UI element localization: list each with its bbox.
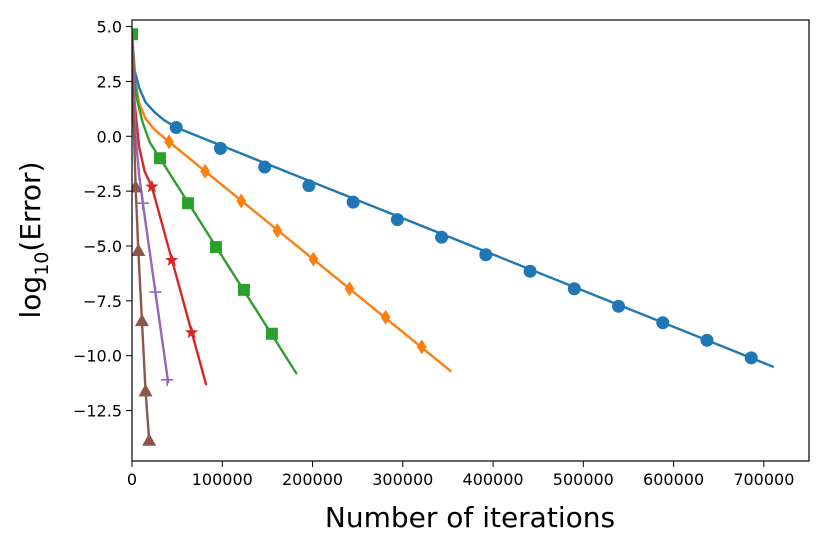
x-tick-label: 200000: [282, 470, 343, 489]
series-6: [132, 31, 157, 446]
series-2-marker: [164, 134, 174, 150]
series-1-marker: [744, 351, 758, 365]
series-3-marker: [237, 283, 250, 296]
y-axis-label-subscript: 10: [31, 252, 53, 276]
series-1-marker: [302, 179, 316, 193]
series-3-marker: [132, 28, 138, 41]
y-axis-label: log10(Error): [14, 162, 53, 319]
series-1-marker: [390, 213, 404, 227]
x-tick-label: 600000: [643, 470, 704, 489]
series-5-marker: [161, 373, 174, 386]
x-tick-label: 100000: [192, 470, 253, 489]
x-tick-label: 500000: [553, 470, 614, 489]
series-1-marker: [169, 121, 183, 135]
plot-frame: [131, 19, 810, 462]
series-1-marker: [346, 195, 360, 209]
series-1-marker: [258, 160, 272, 174]
series-2-marker: [272, 223, 283, 239]
y-tick-label: −7.5: [83, 292, 122, 311]
x-tick-label: 400000: [463, 470, 524, 489]
series-4-marker: [165, 253, 179, 266]
series-5-marker: [136, 197, 149, 210]
series-2-marker: [200, 163, 210, 179]
y-tick-label: 5.0: [97, 18, 122, 37]
plot-background: [132, 20, 809, 461]
y-tick-label: 0.0: [97, 127, 122, 146]
y-tick-label: −5.0: [83, 237, 122, 256]
series-1-marker: [656, 316, 670, 330]
series-1-marker: [567, 282, 581, 296]
y-tick-label: −2.5: [83, 182, 122, 201]
series-3-marker: [209, 241, 222, 254]
x-tick-label: 300000: [372, 470, 433, 489]
series-2-marker: [236, 193, 247, 209]
series-3-marker: [181, 197, 194, 210]
series-2-marker: [416, 339, 427, 355]
series-3-marker: [153, 152, 166, 165]
series-layer: [132, 28, 775, 446]
y-axis-label-tail: (Error): [14, 162, 47, 252]
series-1-marker: [700, 333, 714, 347]
y-tick-label: 2.5: [97, 72, 122, 91]
series-2-marker: [308, 251, 319, 267]
x-axis: 0 100000 200000 300000 400000 500000 600000 700…: [127, 461, 794, 489]
y-axis: 5.0 2.5 0.0 −2.5 −5.0 −7.5 −10.0 −12.5: [73, 18, 132, 421]
series-1-marker: [479, 248, 493, 262]
series-4-marker: [145, 179, 159, 193]
x-tick-label: 700000: [733, 470, 794, 489]
series-5-marker: [149, 286, 162, 299]
x-axis-label: Number of iterations: [325, 501, 615, 534]
series-6-marker: [138, 383, 153, 397]
series-6-marker: [142, 433, 157, 446]
series-6-marker: [134, 313, 149, 327]
series-1-marker: [612, 299, 626, 313]
series-1-marker: [435, 230, 449, 244]
series-6-marker: [132, 179, 143, 193]
series-1-marker: [213, 141, 227, 155]
y-tick-label: −12.5: [73, 402, 122, 421]
series-6-marker: [132, 243, 146, 256]
y-axis-label-main: log: [14, 276, 47, 319]
series-2-marker: [344, 281, 355, 297]
series-1-marker: [523, 264, 537, 278]
series-1: [132, 31, 775, 368]
series-4-marker: [184, 325, 199, 339]
series-2-marker: [380, 309, 391, 325]
series-3-marker: [265, 327, 278, 340]
y-tick-label: −10.0: [73, 347, 122, 366]
x-tick-label: 0: [127, 470, 137, 489]
